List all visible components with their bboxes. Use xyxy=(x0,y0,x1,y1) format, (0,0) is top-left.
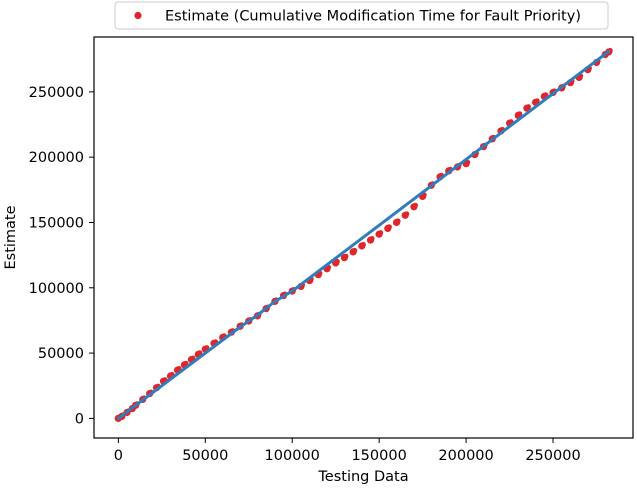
scatter-point xyxy=(176,366,182,372)
x-tick-label: 0 xyxy=(114,448,123,464)
scatter-point xyxy=(204,345,210,351)
scatter-point xyxy=(534,98,540,104)
series-line xyxy=(116,49,611,420)
scatter-point xyxy=(360,241,366,248)
x-tick-label: 200000 xyxy=(438,448,493,464)
scatter-point xyxy=(334,258,340,265)
scatter-point xyxy=(525,104,532,110)
scatter-point xyxy=(517,111,523,117)
scatter-point xyxy=(343,253,349,259)
y-tick-label: 250000 xyxy=(29,85,84,101)
x-tick-label: 100000 xyxy=(265,448,320,464)
legend-label: Estimate (Cumulative Modification Time f… xyxy=(165,9,581,25)
scatter-point xyxy=(183,360,189,366)
scatter-point xyxy=(369,236,375,242)
scatter-point xyxy=(190,355,196,361)
x-tick-label: 250000 xyxy=(525,448,580,464)
legend-marker xyxy=(134,11,142,20)
y-axis-label: Estimate xyxy=(3,205,19,269)
y-tick-label: 0 xyxy=(75,411,84,427)
x-axis-label: Testing Data xyxy=(317,469,408,485)
plot-frame xyxy=(93,36,634,439)
scatter-point xyxy=(412,202,418,208)
plot-marks xyxy=(114,47,613,422)
scatter-point xyxy=(395,218,401,224)
scatter-point xyxy=(404,211,410,217)
scatter-point xyxy=(197,350,203,356)
y-tick-label: 150000 xyxy=(29,215,84,231)
y-axis-ticks: 0 50000 100000 150000 200000 250000 xyxy=(29,85,94,427)
x-tick-label: 150000 xyxy=(351,448,406,464)
y-tick-label: 200000 xyxy=(29,150,84,166)
y-tick-label: 50000 xyxy=(38,346,84,362)
x-axis-ticks: 0 50000 100000 150000 200000 250000 xyxy=(114,438,581,464)
scatter-point xyxy=(378,230,384,236)
scatter-point xyxy=(386,224,392,230)
y-tick-label: 100000 xyxy=(29,281,84,297)
x-tick-label: 50000 xyxy=(182,448,228,464)
scatter-point xyxy=(352,247,358,253)
legend: Estimate (Cumulative Modification Time f… xyxy=(114,1,609,30)
legend-box xyxy=(114,1,609,30)
